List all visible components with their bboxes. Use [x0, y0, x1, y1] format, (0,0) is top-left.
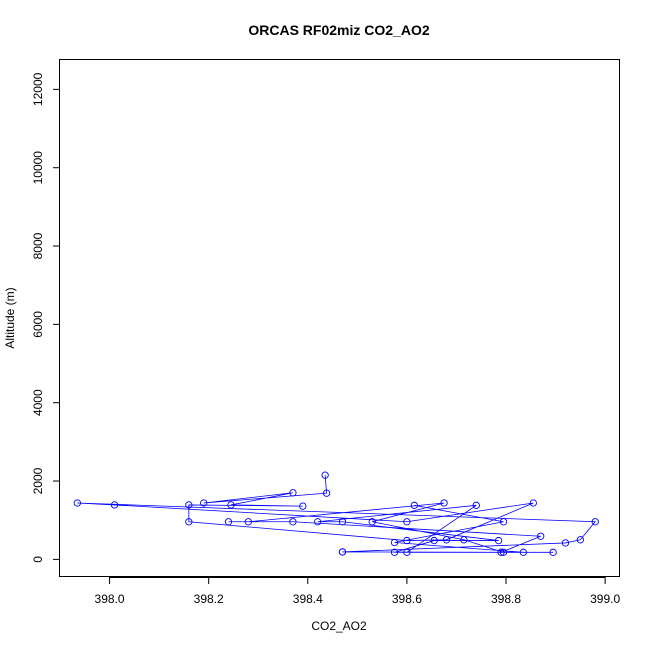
data-point	[338, 518, 347, 526]
x-tick-label: 398.0	[95, 592, 125, 606]
data-point	[224, 518, 233, 526]
data-point	[110, 501, 119, 509]
series-line-group	[77, 475, 597, 553]
data-point	[390, 538, 399, 547]
series-line	[77, 475, 597, 553]
data-point	[185, 501, 193, 509]
y-tick-label: 6000	[31, 311, 45, 338]
data-point	[390, 548, 399, 556]
x-tick-label: 398.2	[194, 592, 224, 606]
data-point	[497, 548, 505, 556]
data-point	[403, 548, 411, 556]
data-point	[321, 471, 329, 479]
y-axis: 0 2000 4000 6000 8000 10000 12000	[31, 72, 60, 563]
chart-title: ORCAS RF02miz CO2_AO2	[248, 22, 429, 38]
x-axis: 398.0 398.2 398.4 398.6 398.8 399.0	[95, 577, 620, 606]
data-point	[537, 532, 545, 540]
data-point	[529, 499, 537, 507]
y-tick-label: 10000	[31, 151, 45, 185]
y-axis-label: Altitude (m)	[3, 287, 17, 348]
data-point	[410, 501, 418, 509]
data-point	[494, 536, 503, 545]
data-point	[430, 536, 438, 545]
data-point	[322, 489, 331, 497]
data-point	[200, 499, 208, 507]
data-point	[185, 518, 193, 526]
data-point	[314, 518, 322, 526]
data-point	[403, 518, 411, 526]
data-point	[549, 548, 557, 556]
data-point	[519, 548, 528, 556]
data-point	[442, 536, 451, 544]
data-point	[499, 518, 508, 526]
x-tick-label: 398.8	[491, 592, 521, 606]
y-tick-label: 12000	[31, 72, 45, 106]
y-tick-label: 2000	[31, 467, 45, 494]
data-point	[460, 536, 468, 544]
data-point	[289, 489, 297, 497]
data-point	[227, 501, 235, 509]
data-point	[244, 518, 252, 526]
y-tick-label: 8000	[31, 232, 45, 259]
data-point	[299, 502, 307, 510]
x-axis-label: CO2_AO2	[311, 619, 367, 633]
data-point	[591, 518, 599, 526]
x-tick-label: 399.0	[590, 592, 620, 606]
y-tick-label: 0	[31, 556, 45, 563]
data-point	[472, 501, 480, 509]
x-tick-label: 398.4	[293, 592, 323, 606]
data-point	[289, 518, 297, 526]
series-points-group	[73, 471, 599, 556]
data-point	[440, 499, 448, 507]
data-point	[561, 539, 570, 547]
data-point	[338, 548, 347, 556]
data-point	[403, 536, 411, 545]
data-point	[576, 536, 585, 544]
y-tick-label: 4000	[31, 389, 45, 416]
data-point	[73, 499, 81, 507]
data-point	[368, 518, 376, 526]
x-tick-label: 398.6	[392, 592, 422, 606]
data-point	[499, 548, 508, 556]
